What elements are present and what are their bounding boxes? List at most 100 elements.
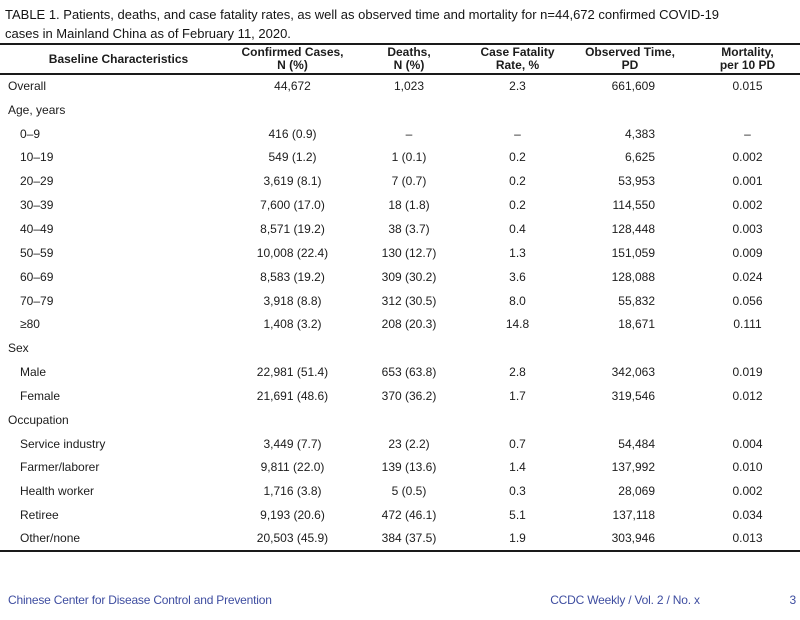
col-header-mortality: Mortality, per 10 PD [695,44,800,75]
cell-observed-time [565,336,695,360]
cell-confirmed-cases: 1,716 (3.8) [263,484,322,499]
col-header-case-fatality-rate: Case Fatality Rate, % [470,44,565,75]
cell-mortality: 0.019 [732,365,763,380]
table-row: 50–59 10,008 (22.4) 130 (12.7) 1.3 151,059 0.… [0,241,800,265]
cell-deaths [348,98,470,122]
cell-mortality: 0.024 [732,269,763,284]
table-body: Overall 44,672 1,023 2.3 661,609 0.015 Age, ye… [0,74,800,551]
cell-confirmed-cases: 416 (0.9) [268,126,317,141]
cell-mortality: 0.002 [732,150,763,165]
cell-case-fatality-rate: 3.6 [509,269,526,284]
row-label: Farmer/laborer [20,460,100,475]
cell-confirmed-cases: 44,672 [274,79,311,94]
cell-deaths: 653 (63.8) [381,365,437,380]
cell-observed-time: 319,546 [611,388,655,403]
cell-case-fatality-rate: 1.9 [509,531,526,546]
row-label: Service industry [20,436,106,451]
footer-journal-info: CCDC Weekly / Vol. 2 / No. x [550,593,700,607]
col-header-deaths: Deaths, N (%) [348,44,470,75]
cell-confirmed-cases [237,336,348,360]
cell-confirmed-cases: 549 (1.2) [268,150,317,165]
row-label: Occupation [8,412,69,427]
data-table: Baseline Characteristics Confirmed Cases… [0,43,800,552]
cell-deaths: 130 (12.7) [381,245,437,260]
row-label: Age, years [8,102,66,117]
cell-confirmed-cases [237,408,348,432]
cell-deaths: 208 (20.3) [381,317,437,332]
cell-deaths: 1,023 [393,79,425,94]
row-label: Retiree [20,508,59,523]
cell-observed-time: 18,671 [618,317,655,332]
cell-confirmed-cases: 20,503 (45.9) [256,531,329,546]
cell-confirmed-cases: 9,193 (20.6) [260,508,325,523]
cell-mortality: 0.015 [732,79,763,94]
table-row: 70–79 3,918 (8.8) 312 (30.5) 8.0 55,832 0.056 [0,289,800,313]
cell-case-fatality-rate [470,336,565,360]
row-label: 60–69 [20,269,54,284]
cell-observed-time: 55,832 [618,293,655,308]
table-row: Farmer/laborer 9,811 (22.0) 139 (13.6) 1.4 1… [0,456,800,480]
table-row: ≥80 1,408 (3.2) 208 (20.3) 14.8 18,671 0.111 [0,312,800,336]
cell-mortality: 0.004 [732,436,763,451]
cell-deaths [348,336,470,360]
cell-mortality: 0.013 [732,531,763,546]
cell-deaths: – [405,126,413,141]
cell-mortality: – [744,126,751,141]
table-row: 30–39 7,600 (17.0) 18 (1.8) 0.2 114,550 0.002 [0,193,800,217]
row-label: ≥80 [20,317,40,332]
cell-observed-time: 28,069 [618,484,655,499]
cell-case-fatality-rate: 1.7 [509,388,526,403]
page-footer: Chinese Center for Disease Control and P… [0,593,800,611]
cell-observed-time: 151,059 [611,245,655,260]
cell-deaths [348,408,470,432]
row-label: Overall [8,79,47,94]
cell-deaths: 309 (30.2) [381,269,437,284]
cell-observed-time [565,408,695,432]
cell-deaths: 18 (1.8) [388,198,430,213]
cell-observed-time: 342,063 [611,365,655,380]
row-label: Female [20,388,61,403]
cell-mortality: 0.003 [732,221,763,236]
cell-mortality: 0.012 [732,388,763,403]
cell-confirmed-cases [237,98,348,122]
cell-case-fatality-rate [470,408,565,432]
footer-publisher: Chinese Center for Disease Control and P… [8,593,272,607]
cell-deaths: 1 (0.1) [391,150,427,165]
cell-observed-time: 303,946 [611,531,655,546]
cell-observed-time: 6,625 [624,150,655,165]
row-label: 10–19 [20,150,54,165]
cell-observed-time: 137,992 [611,460,655,475]
cell-mortality: 0.010 [732,460,763,475]
row-label: 30–39 [20,198,54,213]
table-row: 10–19 549 (1.2) 1 (0.1) 0.2 6,625 0.002 [0,146,800,170]
cell-confirmed-cases: 10,008 (22.4) [256,245,329,260]
cell-confirmed-cases: 8,583 (19.2) [260,269,325,284]
cell-confirmed-cases: 3,619 (8.1) [263,174,322,189]
cell-case-fatality-rate: 1.4 [509,460,526,475]
cell-observed-time: 128,088 [611,269,655,284]
table-row: 20–29 3,619 (8.1) 7 (0.7) 0.2 53,953 0.001 [0,169,800,193]
table-caption: TABLE 1. Patients, deaths, and case fata… [5,5,800,43]
cell-observed-time: 137,118 [612,508,656,523]
table-caption-line2: cases in Mainland China as of February 1… [5,26,291,41]
cell-deaths: 7 (0.7) [391,174,427,189]
row-label: 20–29 [20,174,54,189]
cell-mortality: 0.009 [732,245,763,260]
cell-case-fatality-rate: 8.0 [509,293,526,308]
table-row: Overall 44,672 1,023 2.3 661,609 0.015 [0,74,800,98]
cell-observed-time: 53,953 [618,174,655,189]
cell-case-fatality-rate: 0.7 [509,436,526,451]
cell-observed-time: 128,448 [611,221,655,236]
row-label: 0–9 [20,126,41,141]
cell-confirmed-cases: 3,918 (8.8) [263,293,322,308]
cell-deaths: 5 (0.5) [391,484,427,499]
cell-deaths: 23 (2.2) [388,436,430,451]
cell-mortality: 0.002 [732,484,763,499]
table-row: Male 22,981 (51.4) 653 (63.8) 2.8 342,063 0.0… [0,360,800,384]
cell-mortality [695,98,800,122]
cell-observed-time: 54,484 [618,436,655,451]
cell-case-fatality-rate [470,98,565,122]
row-label: 50–59 [20,245,54,260]
cell-deaths: 38 (3.7) [388,221,430,236]
header-row: Baseline Characteristics Confirmed Cases… [0,44,800,75]
